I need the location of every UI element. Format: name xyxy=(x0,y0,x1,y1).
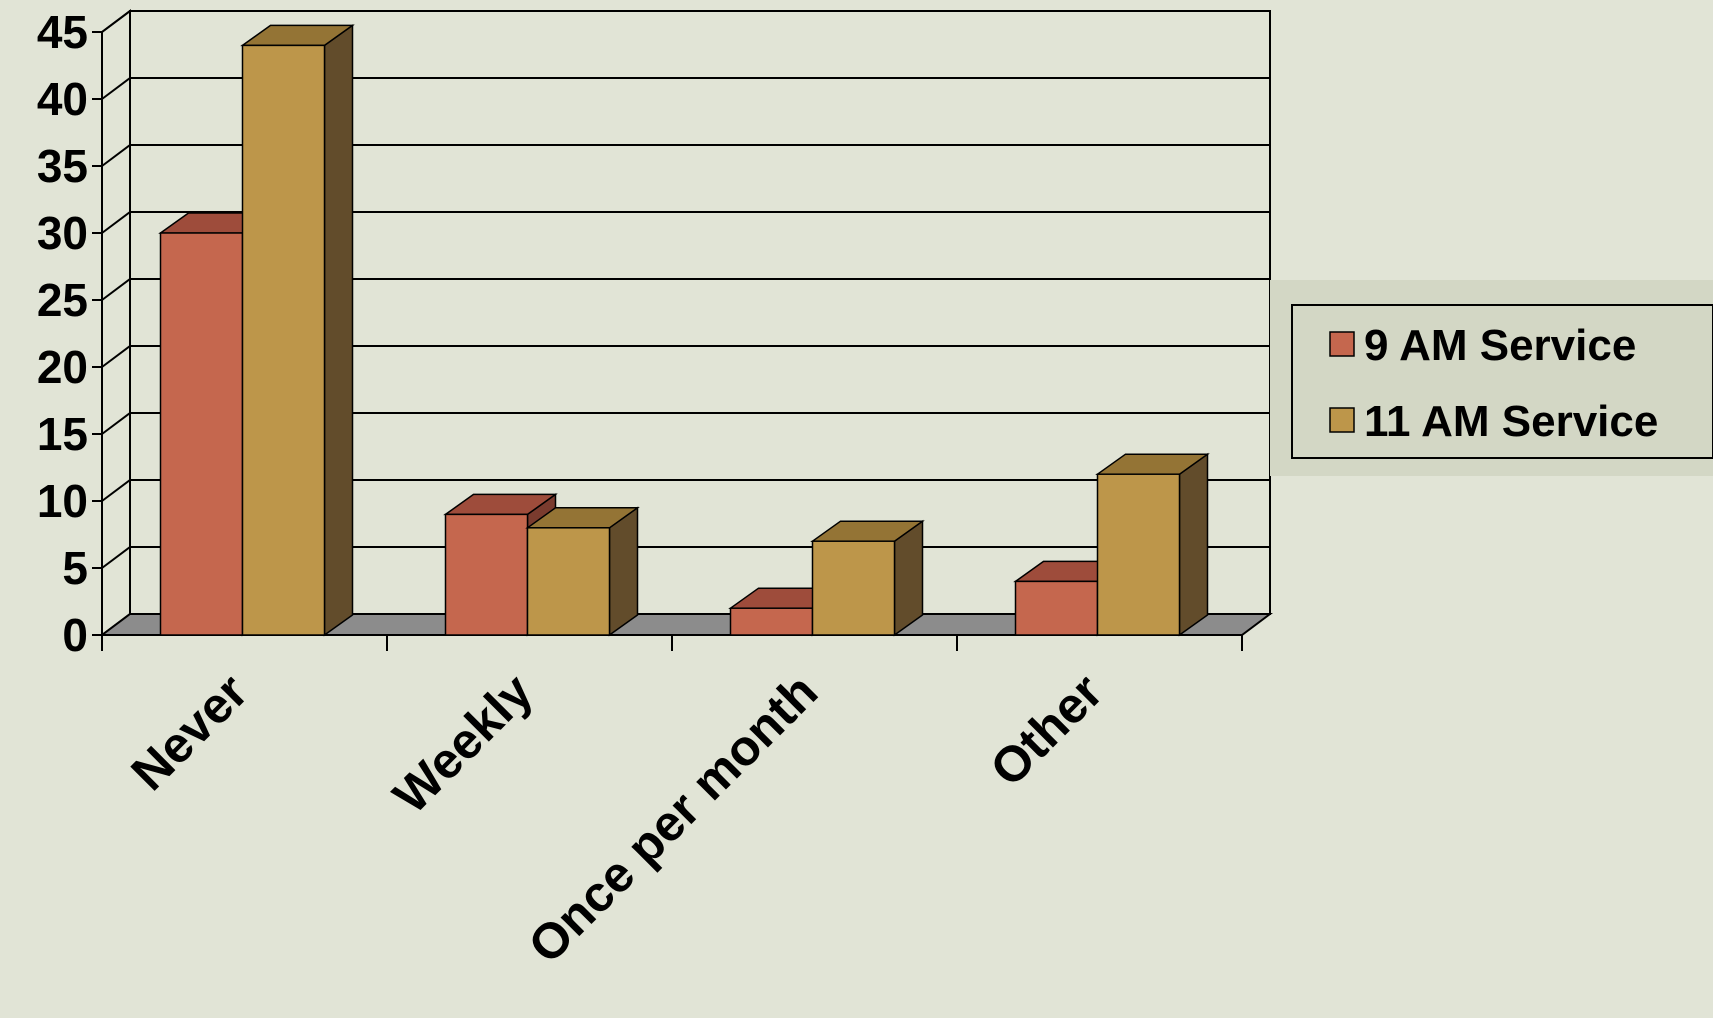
y-tick-label: 10 xyxy=(37,475,88,527)
legend: 9 AM Service 11 AM Service xyxy=(1270,280,1713,476)
bars xyxy=(158,23,1210,637)
legend-label: 11 AM Service xyxy=(1364,397,1658,446)
gridline-side xyxy=(101,211,131,234)
y-tick-label: 40 xyxy=(37,73,88,125)
gridline-side xyxy=(101,77,131,100)
gridline-side xyxy=(101,546,131,569)
bar-front xyxy=(1014,580,1099,636)
x-tick-label: Weekly xyxy=(382,663,543,824)
y-tick-label: 45 xyxy=(37,6,88,58)
bar xyxy=(240,23,355,637)
legend-swatch xyxy=(1329,331,1355,357)
gridline-side xyxy=(101,412,131,435)
y-tick-label: 25 xyxy=(37,274,88,326)
legend-box xyxy=(1291,304,1713,459)
gridline-side xyxy=(101,144,131,167)
y-tick-label: 15 xyxy=(37,408,88,460)
gridline-side xyxy=(101,479,131,502)
bar-front xyxy=(811,540,896,636)
bar-front xyxy=(729,607,814,636)
legend-swatch xyxy=(1329,407,1355,433)
bar-front xyxy=(1096,473,1181,636)
bar-front xyxy=(526,527,611,636)
gridline-side xyxy=(101,345,131,368)
y-tick-label: 30 xyxy=(37,207,88,259)
bar xyxy=(810,519,925,637)
gridline-side xyxy=(101,278,131,301)
x-tick-label: Never xyxy=(120,663,258,801)
side-wall xyxy=(101,9,131,637)
x-tick-label: Once per month xyxy=(518,663,829,974)
bar-front xyxy=(241,44,326,636)
y-tick-label: 35 xyxy=(37,140,88,192)
y-tick-label: 5 xyxy=(62,542,88,594)
bar-front xyxy=(159,232,244,636)
y-tick-label: 0 xyxy=(62,609,88,661)
bar xyxy=(525,506,640,637)
y-axis: 0 5 10 15 20 25 30 35 40 45 xyxy=(37,6,103,661)
bar xyxy=(1095,452,1210,637)
bar-front xyxy=(444,513,529,636)
y-tick-label: 20 xyxy=(37,341,88,393)
bar-side xyxy=(608,506,639,637)
bar-side xyxy=(323,23,354,637)
x-tick-label: Other xyxy=(979,663,1113,797)
bar-side xyxy=(1178,452,1209,637)
gridline-side xyxy=(101,10,131,33)
legend-label: 9 AM Service xyxy=(1364,321,1636,370)
